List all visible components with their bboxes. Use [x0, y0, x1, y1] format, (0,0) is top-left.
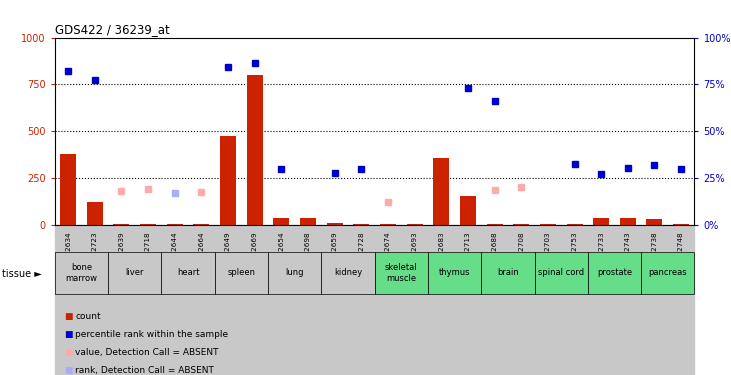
Bar — [273, 218, 289, 225]
Text: rank, Detection Call = ABSENT: rank, Detection Call = ABSENT — [75, 366, 214, 375]
Bar — [87, 202, 103, 225]
Text: GDS422 / 36239_at: GDS422 / 36239_at — [55, 23, 170, 36]
Text: kidney: kidney — [334, 268, 362, 278]
Text: heart: heart — [177, 268, 200, 278]
Bar — [140, 224, 156, 225]
Bar — [540, 224, 556, 225]
Bar — [433, 158, 450, 225]
Bar — [487, 224, 502, 225]
Text: ■: ■ — [64, 330, 73, 339]
Text: prostate: prostate — [597, 268, 632, 278]
Bar — [534, 252, 588, 294]
Bar — [215, 252, 268, 294]
Bar — [481, 252, 534, 294]
Text: lung: lung — [285, 268, 304, 278]
Bar — [353, 224, 369, 225]
Bar — [460, 196, 476, 225]
Bar — [162, 252, 215, 294]
Bar — [167, 224, 183, 225]
Bar — [374, 252, 428, 294]
Bar — [406, 224, 423, 225]
Bar — [641, 252, 694, 294]
Bar — [620, 218, 636, 225]
Text: pancreas: pancreas — [648, 268, 687, 278]
Bar — [593, 218, 609, 225]
Text: thymus: thymus — [439, 268, 470, 278]
Text: brain: brain — [497, 268, 519, 278]
Text: ■: ■ — [64, 312, 73, 321]
Text: value, Detection Call = ABSENT: value, Detection Call = ABSENT — [75, 348, 219, 357]
Bar — [380, 224, 396, 225]
Text: bone
marrow: bone marrow — [66, 263, 97, 282]
Text: tissue ►: tissue ► — [2, 269, 42, 279]
Text: liver: liver — [126, 268, 144, 278]
Text: count: count — [75, 312, 101, 321]
Bar — [268, 252, 322, 294]
Bar — [673, 224, 689, 225]
Bar — [60, 154, 76, 225]
Bar — [300, 218, 316, 225]
Text: skeletal
muscle: skeletal muscle — [385, 263, 417, 282]
Bar — [646, 219, 662, 225]
Text: ■: ■ — [64, 366, 73, 375]
Text: spleen: spleen — [227, 268, 255, 278]
Bar — [194, 224, 209, 225]
Bar — [108, 252, 162, 294]
Bar — [246, 75, 262, 225]
Bar — [513, 224, 529, 225]
Bar — [588, 252, 641, 294]
Bar — [567, 224, 583, 225]
Bar — [322, 252, 374, 294]
Bar — [327, 223, 343, 225]
Bar — [428, 252, 481, 294]
Bar — [113, 224, 129, 225]
Text: ■: ■ — [64, 348, 73, 357]
Bar — [55, 252, 108, 294]
Bar — [220, 136, 236, 225]
Text: percentile rank within the sample: percentile rank within the sample — [75, 330, 228, 339]
Text: spinal cord: spinal cord — [538, 268, 584, 278]
